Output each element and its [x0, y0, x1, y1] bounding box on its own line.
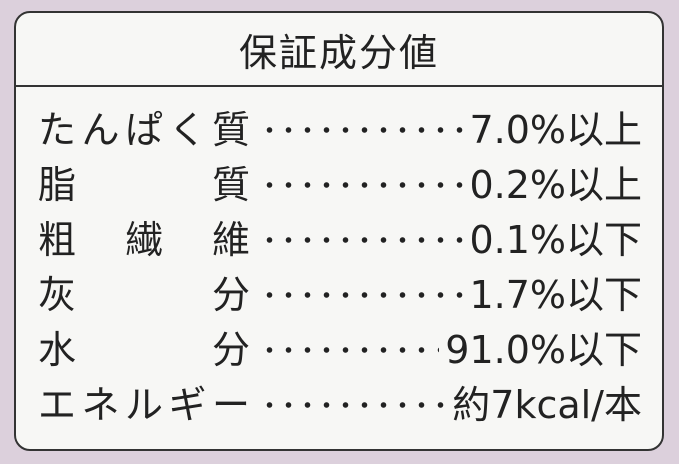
row-value: 0.2%以上	[469, 163, 642, 207]
row-value: 1.7%以下	[469, 273, 642, 317]
row-value: 約7kcal/本	[452, 383, 642, 427]
row-label: たんぱく質	[38, 108, 250, 152]
leader-dots	[260, 125, 464, 134]
row-value: 91.0%以下	[445, 328, 642, 372]
row: 粗繊維 0.1%以下	[38, 209, 642, 264]
row-label: 灰分	[38, 273, 250, 317]
title: 保証成分値	[16, 13, 662, 87]
leader-dots	[260, 235, 464, 244]
leader-dots	[260, 180, 464, 189]
row-label: エネルギー	[38, 383, 250, 427]
row: エネルギー 約7kcal/本	[38, 374, 642, 429]
leader-dots	[260, 400, 447, 409]
row: 灰分 1.7%以下	[38, 264, 642, 319]
row: 脂質 0.2%以上	[38, 154, 642, 209]
row: たんぱく質 7.0%以上	[38, 99, 642, 154]
row-value: 7.0%以上	[469, 108, 642, 152]
rows: たんぱく質 7.0%以上脂質 0.2%以上粗繊維 0.1%以下灰分 1.7%以下水分 91…	[16, 87, 662, 429]
row: 水分 91.0%以下	[38, 319, 642, 374]
row-label: 水分	[38, 328, 250, 372]
leader-dots	[260, 290, 464, 299]
row-label: 脂質	[38, 163, 250, 207]
leader-dots	[260, 345, 440, 354]
row-label: 粗繊維	[38, 218, 250, 262]
label-box: 保証成分値 たんぱく質 7.0%以上脂質 0.2%以上粗繊維 0.1%以下灰分 1.7%…	[14, 11, 664, 451]
row-value: 0.1%以下	[469, 218, 642, 262]
